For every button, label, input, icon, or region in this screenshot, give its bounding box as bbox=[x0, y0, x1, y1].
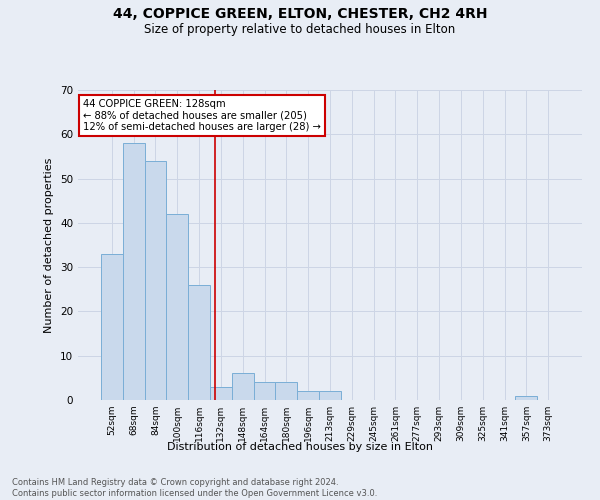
Bar bbox=[101, 254, 123, 400]
Bar bbox=[275, 382, 297, 400]
Bar bbox=[166, 214, 188, 400]
Text: 44 COPPICE GREEN: 128sqm
← 88% of detached houses are smaller (205)
12% of semi-: 44 COPPICE GREEN: 128sqm ← 88% of detach… bbox=[83, 100, 321, 132]
Text: Distribution of detached houses by size in Elton: Distribution of detached houses by size … bbox=[167, 442, 433, 452]
Bar bbox=[297, 391, 319, 400]
Bar bbox=[210, 386, 232, 400]
Bar bbox=[145, 161, 166, 400]
Bar bbox=[319, 391, 341, 400]
Text: 44, COPPICE GREEN, ELTON, CHESTER, CH2 4RH: 44, COPPICE GREEN, ELTON, CHESTER, CH2 4… bbox=[113, 8, 487, 22]
Y-axis label: Number of detached properties: Number of detached properties bbox=[44, 158, 55, 332]
Text: Size of property relative to detached houses in Elton: Size of property relative to detached ho… bbox=[145, 22, 455, 36]
Bar bbox=[123, 143, 145, 400]
Bar bbox=[254, 382, 275, 400]
Text: Contains HM Land Registry data © Crown copyright and database right 2024.
Contai: Contains HM Land Registry data © Crown c… bbox=[12, 478, 377, 498]
Bar bbox=[515, 396, 537, 400]
Bar bbox=[188, 285, 210, 400]
Bar bbox=[232, 374, 254, 400]
